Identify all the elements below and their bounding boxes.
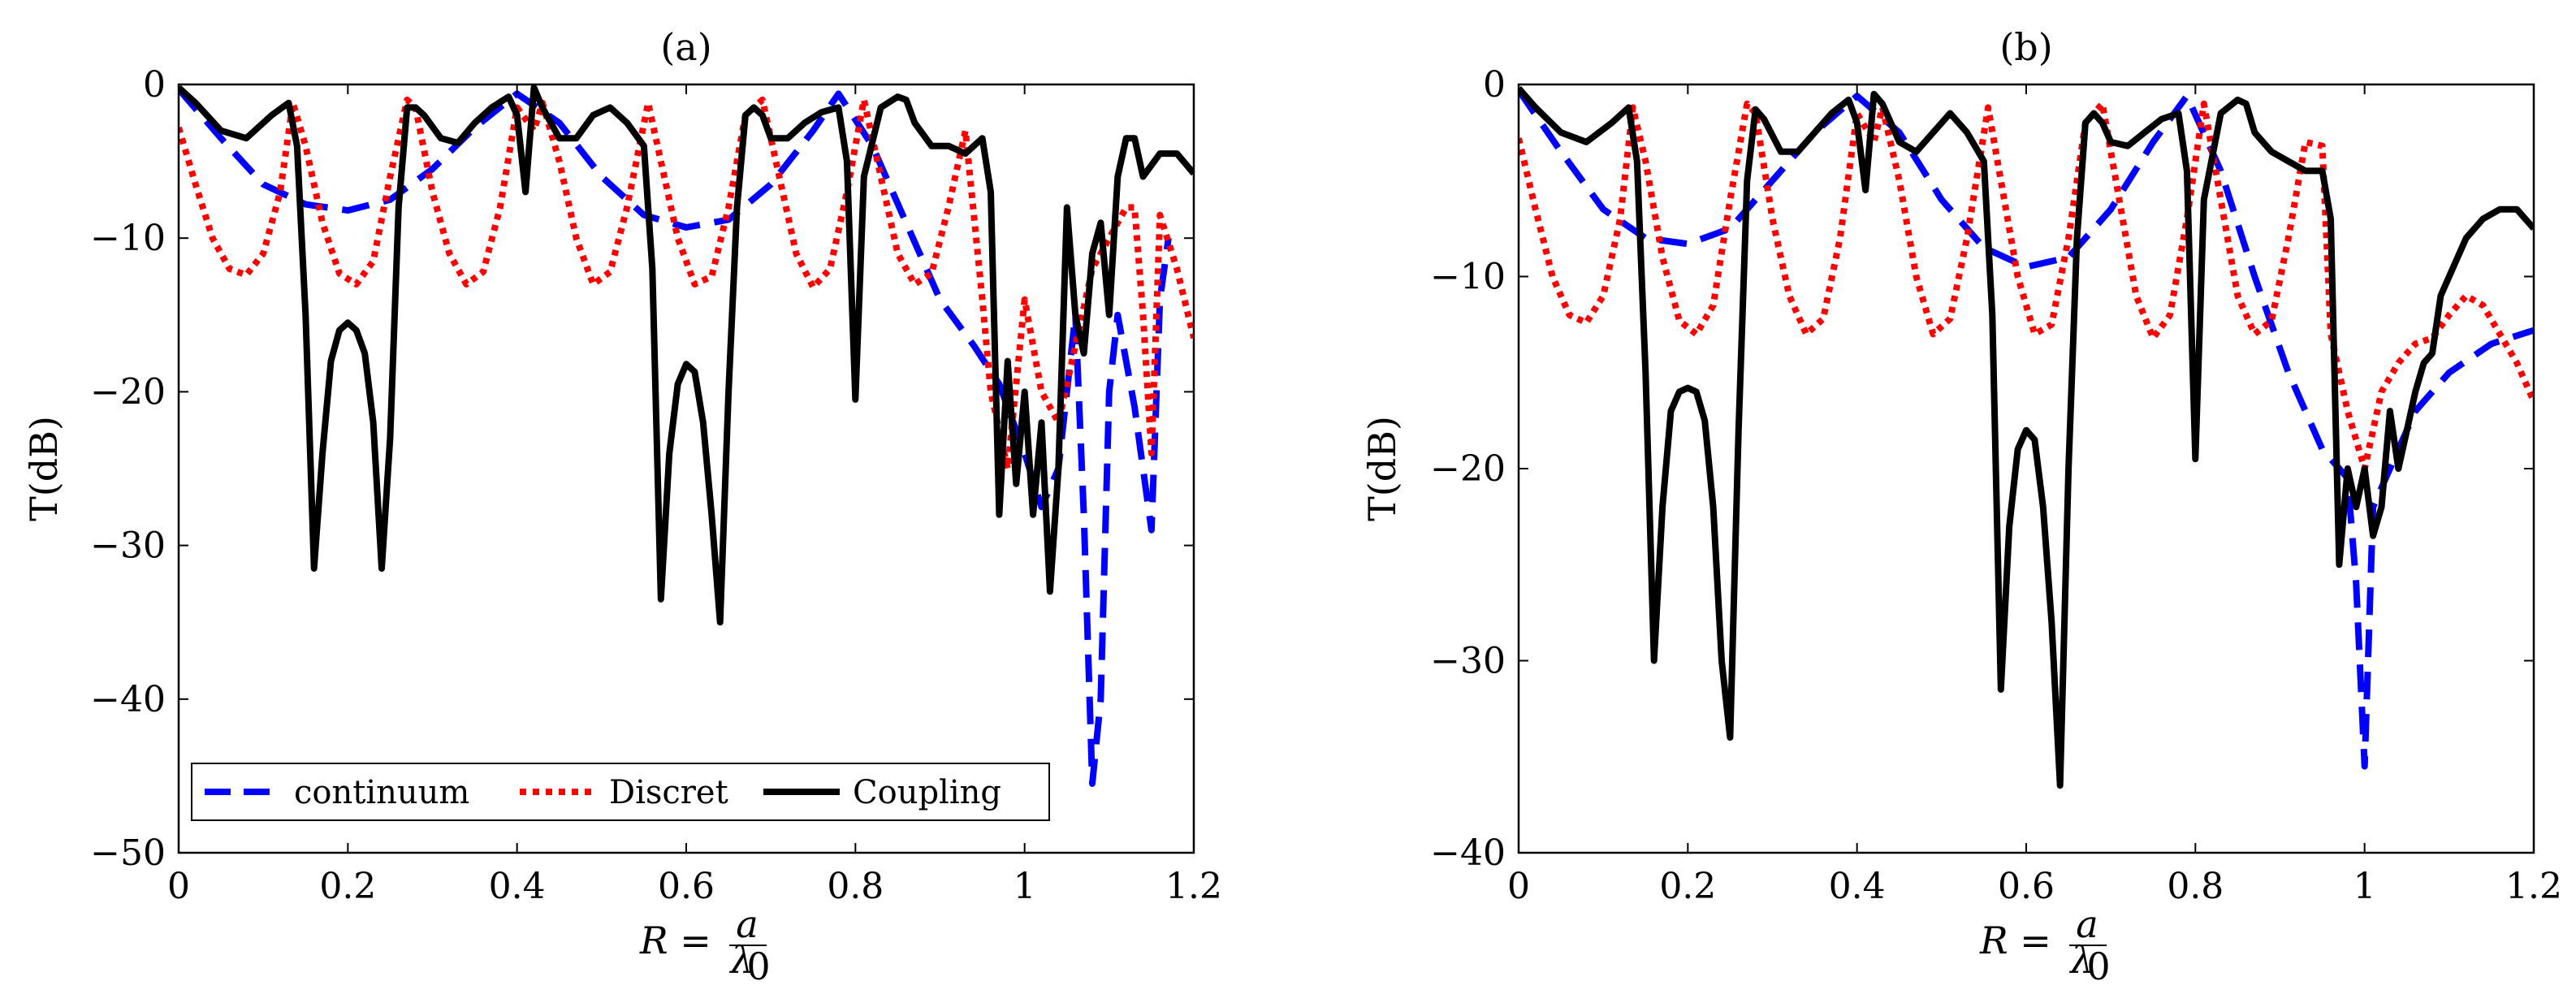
x-tick-label: 0.4: [489, 866, 546, 907]
y-tick-label: −50: [90, 832, 166, 874]
panel-b: (b) 0 0.2 0.4 0.6 0.8 1 1.2 0 −10 −20 −30 −40 T(dB…: [1360, 25, 2562, 988]
xlabel-b-prefix: R =: [1979, 919, 2051, 962]
xlabel-b-numerator: a: [2076, 902, 2098, 946]
panel-b-xlabel: R = a λ 0: [1979, 902, 2111, 988]
series-coupling: [179, 84, 1194, 626]
panel-b-xticks: 0 0.2 0.4 0.6 0.8 1 1.2: [1507, 84, 2562, 907]
y-tick-label: −30: [90, 525, 166, 567]
panel-a-xticks: 0 0.2 0.4 0.6 0.8 1 1.2: [167, 84, 1222, 907]
xlabel-a-denominator-sub: 0: [746, 945, 770, 988]
y-tick-label: −10: [90, 218, 166, 259]
panel-a: (a) 0 0.2 0.4 0.6 0.8 1 1.2 0 −10 −20 −30 −40 −50 T…: [22, 25, 1222, 988]
series-continuum: [179, 87, 1172, 787]
panel-b-yticks: 0 −10 −20 −30 −40: [1430, 64, 2534, 874]
xlabel-a-prefix: R =: [639, 919, 711, 962]
x-tick-label: 0: [167, 866, 190, 907]
legend-coupling-label: Coupling: [853, 774, 1001, 811]
legend-continuum-label: continuum: [294, 774, 469, 811]
panel-a-plot: [179, 84, 1194, 787]
x-tick-label: 0.2: [1659, 866, 1716, 907]
panel-b-axes-box: [1517, 83, 2535, 854]
x-tick-label: 0.8: [2167, 866, 2224, 907]
x-tick-label: 1: [2353, 866, 2376, 907]
y-tick-label: −30: [1430, 641, 1506, 682]
panel-a-title: (a): [660, 25, 711, 69]
panel-b-plot: [1519, 86, 2534, 789]
panel-b-title: (b): [1999, 25, 2052, 69]
xlabel-a-numerator: a: [736, 902, 758, 946]
panel-a-xlabel: R = a λ 0: [639, 902, 771, 988]
x-tick-label: 0.6: [1998, 866, 2055, 907]
y-tick-label: −20: [1430, 448, 1506, 490]
y-tick-label: −20: [90, 371, 166, 413]
legend-box: [191, 763, 1050, 821]
xlabel-a-denominator: λ: [728, 938, 754, 982]
x-tick-label: 0.4: [1829, 866, 1886, 907]
panel-a-yticks: 0 −10 −20 −30 −40 −50: [90, 64, 1194, 874]
series-discret: [1519, 100, 2534, 472]
svg-text:R =: R =: [639, 919, 711, 962]
x-tick-label: 0.8: [827, 866, 884, 907]
x-tick-label: 0.6: [658, 866, 715, 907]
x-tick-label: 0.2: [319, 866, 376, 907]
x-tick-label: 1.2: [2505, 866, 2562, 907]
x-tick-label: 1: [1014, 866, 1036, 907]
panel-b-ylabel: T(dB): [1360, 416, 1404, 521]
y-tick-label: −40: [1430, 832, 1506, 874]
y-tick-label: −10: [1430, 257, 1506, 298]
series-coupling: [1519, 86, 2534, 789]
panel-a-ylabel: T(dB): [22, 416, 66, 521]
series-discret: [179, 96, 1194, 472]
legend-discret-label: Discret: [609, 774, 728, 811]
legend: continuum Discret Coupling: [191, 763, 1050, 821]
y-tick-label: −40: [90, 679, 166, 720]
x-tick-label: 0: [1507, 866, 1530, 907]
svg-text:R =: R =: [1979, 919, 2051, 962]
y-tick-label: 0: [143, 64, 166, 106]
y-tick-label: 0: [1483, 64, 1506, 106]
xlabel-b-denominator: λ: [2068, 938, 2094, 982]
x-tick-label: 1.2: [1165, 866, 1222, 907]
xlabel-b-denominator-sub: 0: [2086, 945, 2110, 988]
